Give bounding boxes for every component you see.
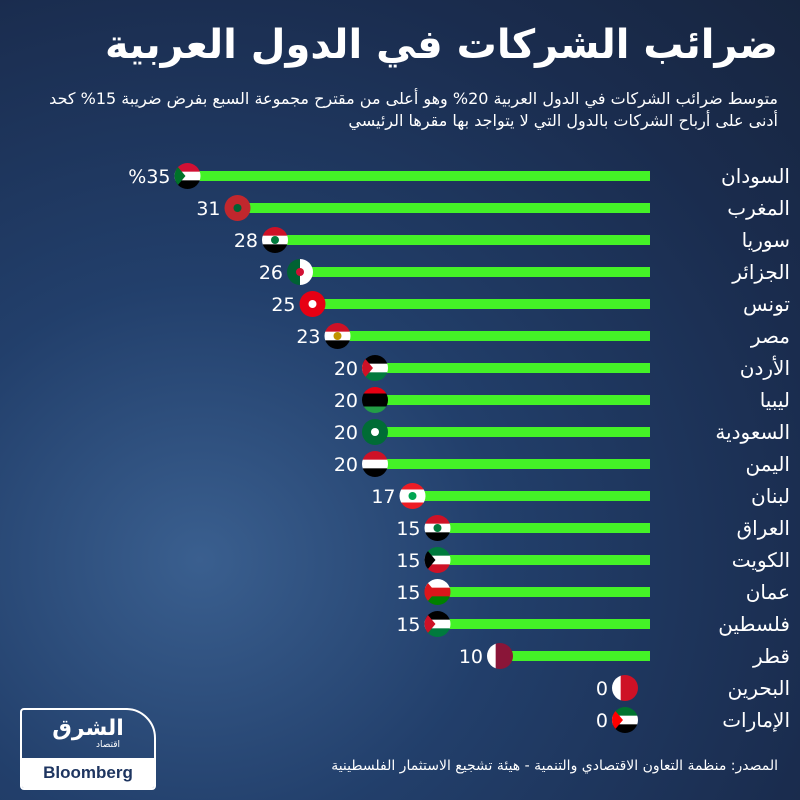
- bar: [312, 299, 650, 309]
- value-label: 20: [334, 390, 358, 412]
- value-label: 31: [196, 198, 220, 220]
- bar-row: فلسطين 15: [396, 611, 790, 637]
- value-label: 15: [396, 614, 420, 636]
- bar: [437, 619, 650, 629]
- category-label: المغرب: [727, 196, 790, 220]
- value-label: 0: [596, 710, 608, 732]
- flag-icon: [174, 163, 201, 189]
- category-label: اليمن: [746, 452, 790, 476]
- value-label: 15: [396, 582, 420, 604]
- category-label: الإمارات: [722, 708, 790, 732]
- bar: [375, 427, 650, 437]
- value-label: 20: [334, 358, 358, 380]
- value-label: 23: [296, 326, 320, 348]
- category-label: فلسطين: [718, 612, 790, 636]
- value-label: 26: [259, 262, 283, 284]
- bar: [375, 363, 650, 373]
- category-label: لبنان: [751, 484, 790, 508]
- bar: [375, 395, 650, 405]
- flag-icon: [612, 707, 638, 733]
- bar-row: عمان 15: [396, 579, 790, 605]
- bar: [187, 171, 650, 181]
- value-label: 20: [334, 422, 358, 444]
- value-label: 17: [371, 486, 395, 508]
- flag-icon: [424, 611, 451, 637]
- bar-row: الجزائر 26: [259, 259, 790, 285]
- category-label: السودان: [721, 164, 790, 188]
- flag-icon: [399, 483, 426, 509]
- value-label: 20: [334, 454, 358, 476]
- bar-row: قطر 10: [459, 643, 790, 669]
- value-label: 10: [459, 646, 483, 668]
- category-label: البحرين: [728, 676, 790, 700]
- category-label: مصر: [750, 324, 790, 348]
- bar-row: اليمن 20: [334, 451, 790, 477]
- category-label: ليبيا: [760, 388, 790, 412]
- value-label: 15: [396, 518, 420, 540]
- asharq-bloomberg-logo: الشرق اقتصاد Bloomberg: [20, 708, 156, 790]
- bar-row: المغرب 31: [196, 195, 790, 221]
- flag-icon: [362, 355, 388, 381]
- flag-icon: [262, 227, 288, 253]
- subtitle: متوسط ضرائب الشركات في الدول العربية 20%…: [49, 89, 778, 130]
- category-label: الجزائر: [731, 260, 790, 284]
- flag-icon: [362, 387, 388, 413]
- bar: [237, 203, 650, 213]
- category-label: قطر: [752, 644, 790, 668]
- bar: [275, 235, 650, 245]
- bar: [300, 267, 650, 277]
- category-label: الكويت: [732, 548, 790, 572]
- logo-sub: اقتصاد: [95, 740, 121, 750]
- flag-icon: [424, 515, 451, 541]
- bar: [337, 331, 650, 341]
- bar-row: الكويت 15: [396, 547, 790, 573]
- category-label: العراق: [737, 516, 790, 540]
- bar: [437, 587, 650, 597]
- bar-row: سوريا 28: [234, 227, 790, 253]
- category-label: السعودية: [715, 420, 790, 444]
- bar-row: الأردن 20: [334, 355, 790, 381]
- bar-row: ليبيا 20: [334, 387, 790, 413]
- category-label: تونس: [743, 292, 790, 316]
- flag-icon: [424, 579, 451, 605]
- bar-row: مصر 23: [296, 323, 790, 349]
- flag-icon: [299, 291, 326, 317]
- bar: [375, 459, 650, 469]
- value-label: 15: [396, 550, 420, 572]
- page-title: ضرائب الشركات في الدول العربية: [105, 22, 778, 68]
- flag-icon: [424, 547, 451, 573]
- bar-row: السعودية 20: [334, 419, 790, 445]
- bar: [500, 651, 650, 661]
- logo-arabic: الشرق: [52, 716, 124, 741]
- category-label: الأردن: [740, 356, 790, 380]
- bar-row: تونس 25: [271, 291, 790, 317]
- bar-row: السودان %35: [128, 163, 790, 189]
- flag-icon: [224, 195, 251, 221]
- value-label: 28: [234, 230, 258, 252]
- flag-icon: [362, 419, 388, 445]
- bar-row: لبنان 17: [371, 483, 790, 509]
- flag-icon: [612, 675, 638, 701]
- bar-row: الإمارات 0: [596, 707, 790, 733]
- value-label: %35: [128, 166, 170, 188]
- flag-icon: [362, 451, 388, 477]
- category-label: عمان: [746, 580, 790, 604]
- logo-brand: Bloomberg: [22, 758, 154, 788]
- bar: [437, 523, 650, 533]
- value-label: 0: [596, 678, 608, 700]
- category-label: سوريا: [742, 228, 790, 252]
- flag-icon: [487, 643, 513, 669]
- source-note: المصدر: منظمة التعاون الاقتصادي والتنمية…: [331, 758, 778, 774]
- flag-icon: [287, 259, 313, 285]
- bar: [437, 555, 650, 565]
- bar-row: البحرين 0: [596, 675, 790, 701]
- bar: [412, 491, 650, 501]
- flag-icon: [324, 323, 351, 349]
- bar-row: العراق 15: [396, 515, 790, 541]
- value-label: 25: [271, 294, 295, 316]
